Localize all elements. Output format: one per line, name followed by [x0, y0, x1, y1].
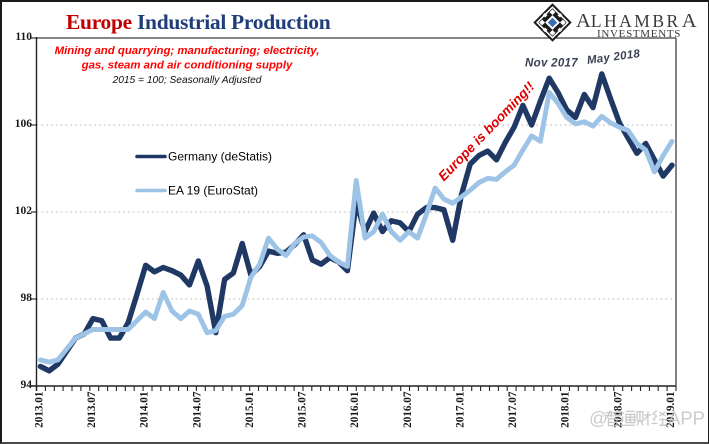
- svg-text:2013.01: 2013.01: [33, 391, 45, 428]
- svg-text:2019.01: 2019.01: [665, 391, 677, 428]
- svg-text:ALHAMBRA: ALHAMBRA: [576, 10, 697, 32]
- svg-text:Nov 2017: Nov 2017: [525, 58, 578, 70]
- svg-text:102: 102: [15, 205, 33, 217]
- svg-text:2014.07: 2014.07: [191, 391, 203, 428]
- svg-text:EA 19 (EuroStat): EA 19 (EuroStat): [168, 184, 258, 198]
- svg-text:2017.01: 2017.01: [455, 391, 467, 428]
- svg-text:Germany (deStatis): Germany (deStatis): [168, 150, 272, 164]
- svg-text:May 2018: May 2018: [586, 48, 641, 67]
- svg-text:INVESTMENTS: INVESTMENTS: [597, 28, 681, 40]
- svg-text:2015 = 100; Seasonally Adjuste: 2015 = 100; Seasonally Adjusted: [112, 75, 262, 86]
- svg-text:94: 94: [21, 379, 33, 391]
- svg-text:Mining and quarrying; manufac: Mining and quarrying; manufacturing; ele…: [55, 45, 320, 57]
- svg-text:2013.07: 2013.07: [86, 391, 98, 428]
- svg-text:2016.07: 2016.07: [402, 391, 414, 428]
- svg-text:Europe Industrial Production: Europe Industrial Production: [66, 10, 331, 34]
- svg-text:@: @: [589, 408, 608, 429]
- svg-text:2016.01: 2016.01: [349, 391, 361, 428]
- svg-text:98: 98: [21, 292, 33, 304]
- svg-text:2014.01: 2014.01: [139, 391, 151, 428]
- svg-text:2015.07: 2015.07: [297, 391, 309, 428]
- svg-text:2018.01: 2018.01: [560, 391, 572, 428]
- svg-text:2017.07: 2017.07: [507, 391, 519, 428]
- svg-text:Europe is booming!!: Europe is booming!!: [435, 79, 537, 184]
- svg-text:106: 106: [15, 118, 33, 130]
- svg-text:gas, steam and air conditionin: gas, steam and air conditioning supply: [81, 60, 293, 72]
- svg-text:APP: APP: [668, 408, 705, 429]
- svg-text:110: 110: [15, 31, 32, 43]
- svg-text:2015.01: 2015.01: [244, 391, 256, 428]
